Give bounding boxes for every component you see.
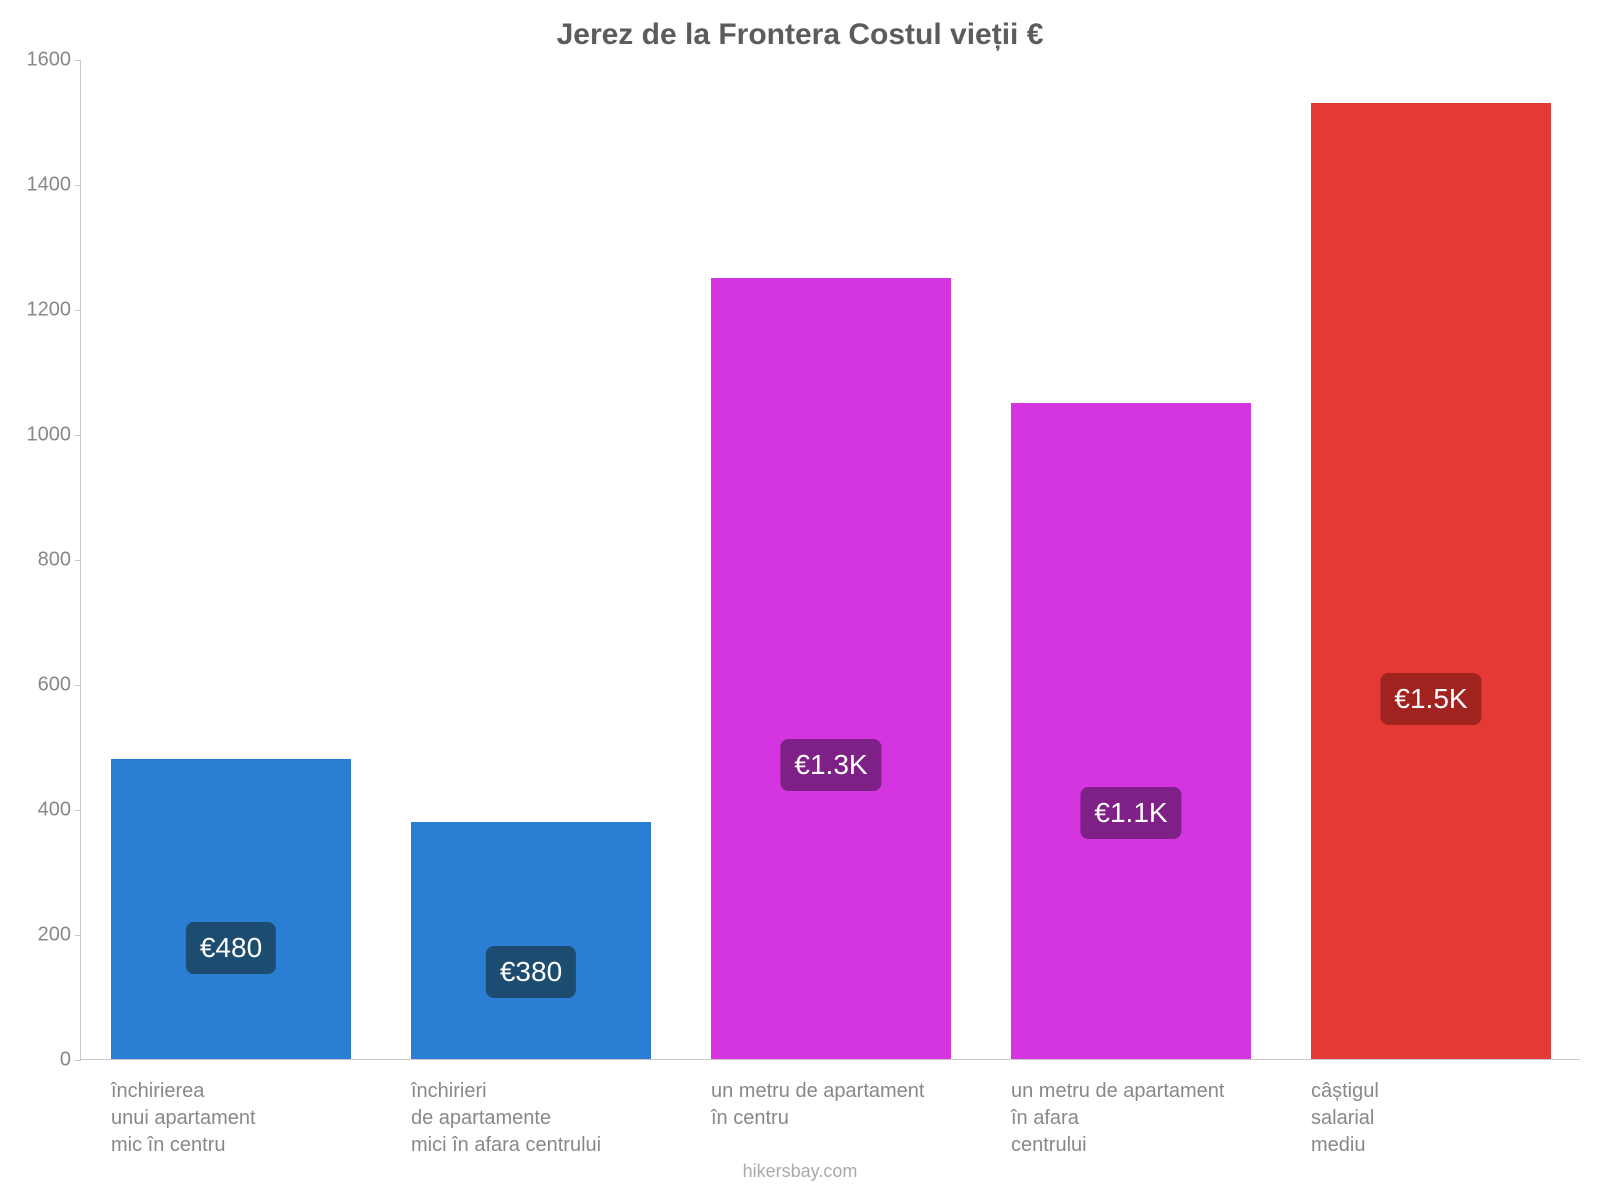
y-tick-mark <box>75 935 81 936</box>
y-tick-label: 800 <box>21 549 71 572</box>
y-tick-mark <box>75 60 81 61</box>
bar-value-label: €1.3K <box>780 739 881 791</box>
y-tick-label: 1400 <box>21 174 71 197</box>
bar-value-label: €480 <box>186 922 276 974</box>
x-category-label: câștigul salarial mediu <box>1311 1078 1379 1159</box>
y-tick-mark <box>75 1060 81 1061</box>
chart-container: Jerez de la Frontera Costul vieții € 020… <box>0 0 1600 1200</box>
bar-value-label: €1.5K <box>1380 673 1481 725</box>
x-category-label: un metru de apartament în afara centrulu… <box>1011 1078 1224 1159</box>
y-tick-mark <box>75 685 81 686</box>
x-category-label: închirierea unui apartament mic în centr… <box>111 1078 256 1159</box>
y-tick-label: 400 <box>21 799 71 822</box>
y-tick-label: 0 <box>21 1049 71 1072</box>
bar <box>1311 103 1551 1059</box>
y-tick-label: 1600 <box>21 49 71 72</box>
y-tick-mark <box>75 810 81 811</box>
x-category-label: un metru de apartament în centru <box>711 1078 924 1132</box>
bar <box>111 759 351 1059</box>
y-tick-mark <box>75 435 81 436</box>
x-category-label: închirieri de apartamente mici în afara … <box>411 1078 601 1159</box>
bar-value-label: €380 <box>486 946 576 998</box>
attribution-text: hikersbay.com <box>0 1161 1600 1182</box>
bar <box>1011 403 1251 1059</box>
plot-area: 02004006008001000120014001600€480închiri… <box>80 60 1580 1060</box>
chart-title: Jerez de la Frontera Costul vieții € <box>0 18 1600 52</box>
bar <box>711 278 951 1059</box>
y-tick-mark <box>75 310 81 311</box>
y-tick-label: 600 <box>21 674 71 697</box>
y-tick-mark <box>75 185 81 186</box>
y-tick-mark <box>75 560 81 561</box>
y-tick-label: 1200 <box>21 299 71 322</box>
y-tick-label: 200 <box>21 924 71 947</box>
bar <box>411 822 651 1060</box>
bar-value-label: €1.1K <box>1080 787 1181 839</box>
y-tick-label: 1000 <box>21 424 71 447</box>
